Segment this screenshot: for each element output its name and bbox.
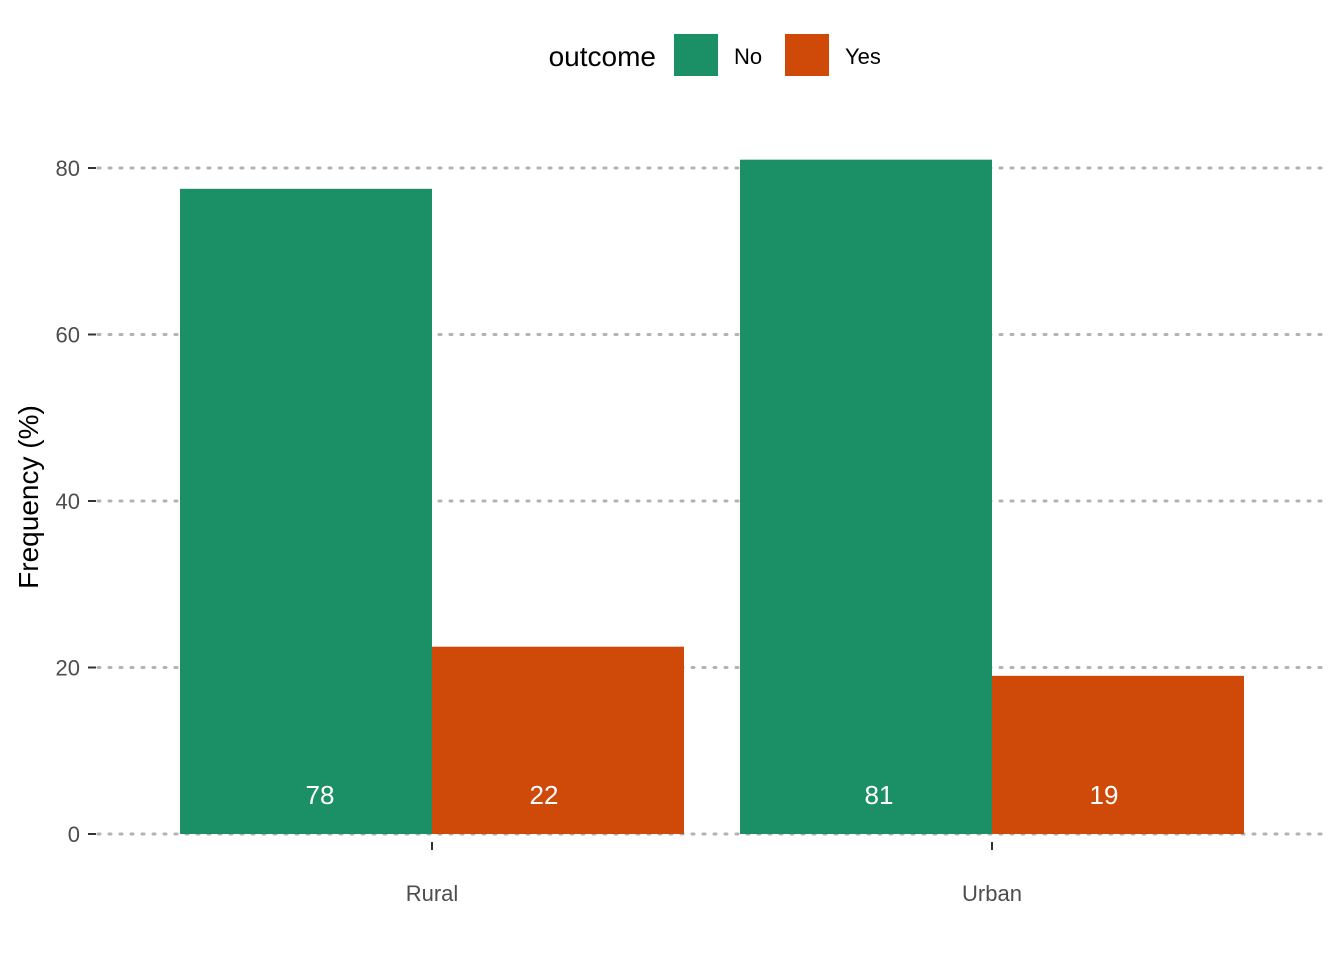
- legend-swatch-no: [674, 34, 718, 76]
- legend-label-no: No: [734, 44, 762, 69]
- y-tick-label: 0: [68, 822, 80, 847]
- y-tick-label: 40: [56, 489, 80, 514]
- data-label-urban-no: 81: [865, 780, 894, 810]
- bar-urban-yes: [992, 675, 1244, 834]
- y-axis-title: Frequency (%): [13, 405, 44, 589]
- legend: outcome No Yes: [549, 34, 881, 76]
- label-layer: 78 22 81 19: [306, 780, 1119, 810]
- data-label-urban-yes: 19: [1090, 780, 1119, 810]
- data-label-rural-no: 78: [306, 780, 335, 810]
- axis-layer: 0 20 40 60 80 Rural Urban: [56, 156, 1022, 906]
- data-label-rural-yes: 22: [530, 780, 559, 810]
- bar-layer: [180, 159, 1244, 835]
- y-tick-label: 80: [56, 156, 80, 181]
- bar-rural-yes: [432, 646, 684, 834]
- y-tick-label: 20: [56, 656, 80, 681]
- bar-urban-no: [740, 159, 992, 835]
- legend-label-yes: Yes: [845, 44, 881, 69]
- x-tick-label-rural: Rural: [406, 881, 459, 906]
- legend-title: outcome: [549, 41, 656, 72]
- bar-rural-no: [180, 188, 432, 834]
- grid-layer: [96, 166, 1332, 836]
- legend-swatch-yes: [785, 34, 829, 76]
- y-tick-label: 60: [56, 323, 80, 348]
- x-tick-label-urban: Urban: [962, 881, 1022, 906]
